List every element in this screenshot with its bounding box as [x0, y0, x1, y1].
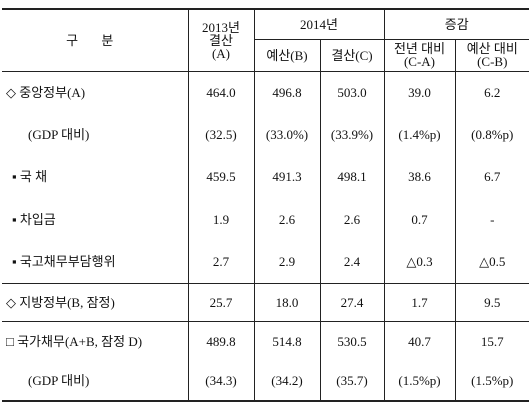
cell-value: 2.4: [319, 241, 384, 283]
cell-value: (1.4%p): [383, 113, 455, 155]
header-budget: 예산(B): [253, 38, 320, 71]
header-2014: 2014년: [253, 9, 384, 39]
cell-value: 38.6: [383, 155, 455, 198]
cell-value: (34.2): [253, 361, 320, 401]
cell-value: (0.8%p): [454, 113, 530, 155]
header-vs-prev: 전년 대비 (C-A): [383, 38, 455, 71]
cell-value: 464.0: [187, 71, 254, 113]
table-row: (GDP 대비) (32.5) (33.0%) (33.9%) (1.4%p) (0.8%…: [2, 113, 530, 155]
header-settlement: 결산(C): [319, 38, 384, 71]
table-row: ◇ 중앙정부(A) 464.0 496.8 503.0 39.0 6.2: [2, 71, 530, 113]
cell-value: 459.5: [187, 155, 254, 198]
header-line: (A): [211, 45, 231, 61]
cell-value: (1.5%p): [454, 361, 530, 401]
header-line: 결산: [209, 32, 233, 48]
header-line: (C-B): [477, 54, 508, 69]
cell-value: 530.5: [319, 320, 384, 361]
cell-value: △0.3: [383, 241, 455, 283]
table-row: ▪ 차입금 1.9 2.6 2.6 0.7-: [2, 198, 530, 241]
cell-value: 2.6: [253, 198, 320, 241]
row-label: ▪ 국 채: [12, 169, 48, 184]
table-body: ◇ 중앙정부(A) 464.0 496.8 503.0 39.0 6.2 (GDP 대비)(…: [2, 71, 530, 401]
table-row: □ 국가채무(A+B, 잠정 D) 489.8 514.8 530.5 40.7 15.7: [2, 320, 530, 361]
cell-value: (34.3): [187, 361, 254, 401]
cell-value: 40.7: [383, 320, 455, 361]
cell-value: (32.5): [187, 113, 254, 155]
header-line: 2013년: [202, 19, 240, 35]
table-header: 구 분 2013년 결산 (A) 2014년 증감 예산(B) 결산(C) 전년 대…: [2, 9, 530, 71]
cell-value: 15.7: [454, 320, 530, 361]
header-2013: 2013년 결산 (A): [187, 9, 254, 71]
cell-value: 503.0: [319, 71, 384, 113]
row-label: ▪ 국고채무부담행위: [12, 254, 116, 270]
cell-value: -: [454, 198, 530, 241]
cell-value: 39.0: [383, 71, 455, 113]
table-row: ▪ 국고채무부담행위 2.7 2.9 2.4 △0.3 △0.5: [2, 241, 530, 283]
cell-value: (35.7): [319, 361, 384, 401]
cell-value: 514.8: [253, 320, 320, 361]
cell-value: 9.5: [454, 282, 530, 321]
cell-value: 18.0: [253, 282, 320, 321]
cell-value: 1.7: [383, 282, 455, 321]
cell-value: 27.4: [319, 282, 384, 321]
debt-table: 구 분 2013년 결산 (A) 2014년 증감 예산(B) 결산(C) 전년 대…: [2, 8, 530, 402]
cell-value: (1.5%p): [383, 361, 455, 401]
cell-value: 2.6: [319, 198, 384, 241]
cell-value: 489.8: [187, 320, 254, 361]
cell-value: 2.7: [187, 241, 254, 283]
table-row: ▪ 국 채 459.5 491.3 498.1 38.6 6.7: [2, 155, 530, 198]
header-vs-budget: 예산 대비 (C-B): [454, 38, 530, 71]
cell-value: △0.5: [454, 241, 530, 283]
row-label: (GDP 대비): [28, 126, 90, 142]
table-row: ◇ 지방정부(B, 잠정) 25.7 18.0 27.4 1.7 9.5: [2, 282, 530, 321]
row-label: □ 국가채무(A+B, 잠정 D): [2, 320, 188, 361]
cell-value: 496.8: [253, 71, 320, 113]
row-label: (GDP 대비): [28, 373, 90, 388]
header-line: 전년 대비: [393, 41, 446, 56]
header-category: 구 분: [66, 32, 124, 48]
cell-value: (33.9%): [319, 113, 384, 155]
cell-value: 491.3: [253, 155, 320, 198]
cell-value: 6.7: [454, 155, 530, 198]
header-line: 예산 대비: [466, 41, 518, 56]
cell-value: 498.1: [319, 155, 384, 198]
header-line: (C-A): [403, 54, 436, 69]
row-label: ◇ 중앙정부(A): [6, 84, 86, 100]
row-label: ◇ 지방정부(B, 잠정): [2, 282, 188, 321]
cell-value: 2.9: [253, 241, 320, 283]
table-row: (GDP 대비) (34.3) (34.2) (35.7) (1.5%p) (1.5%p): [2, 361, 530, 401]
cell-value: 25.7: [187, 282, 254, 321]
cell-value: 1.9: [187, 198, 254, 241]
header-change: 증감: [383, 9, 530, 39]
cell-value: 6.2: [454, 71, 530, 113]
row-label: ▪ 차입금: [12, 212, 56, 227]
cell-value: (33.0%): [253, 113, 320, 155]
cell-value: 0.7: [383, 198, 455, 241]
